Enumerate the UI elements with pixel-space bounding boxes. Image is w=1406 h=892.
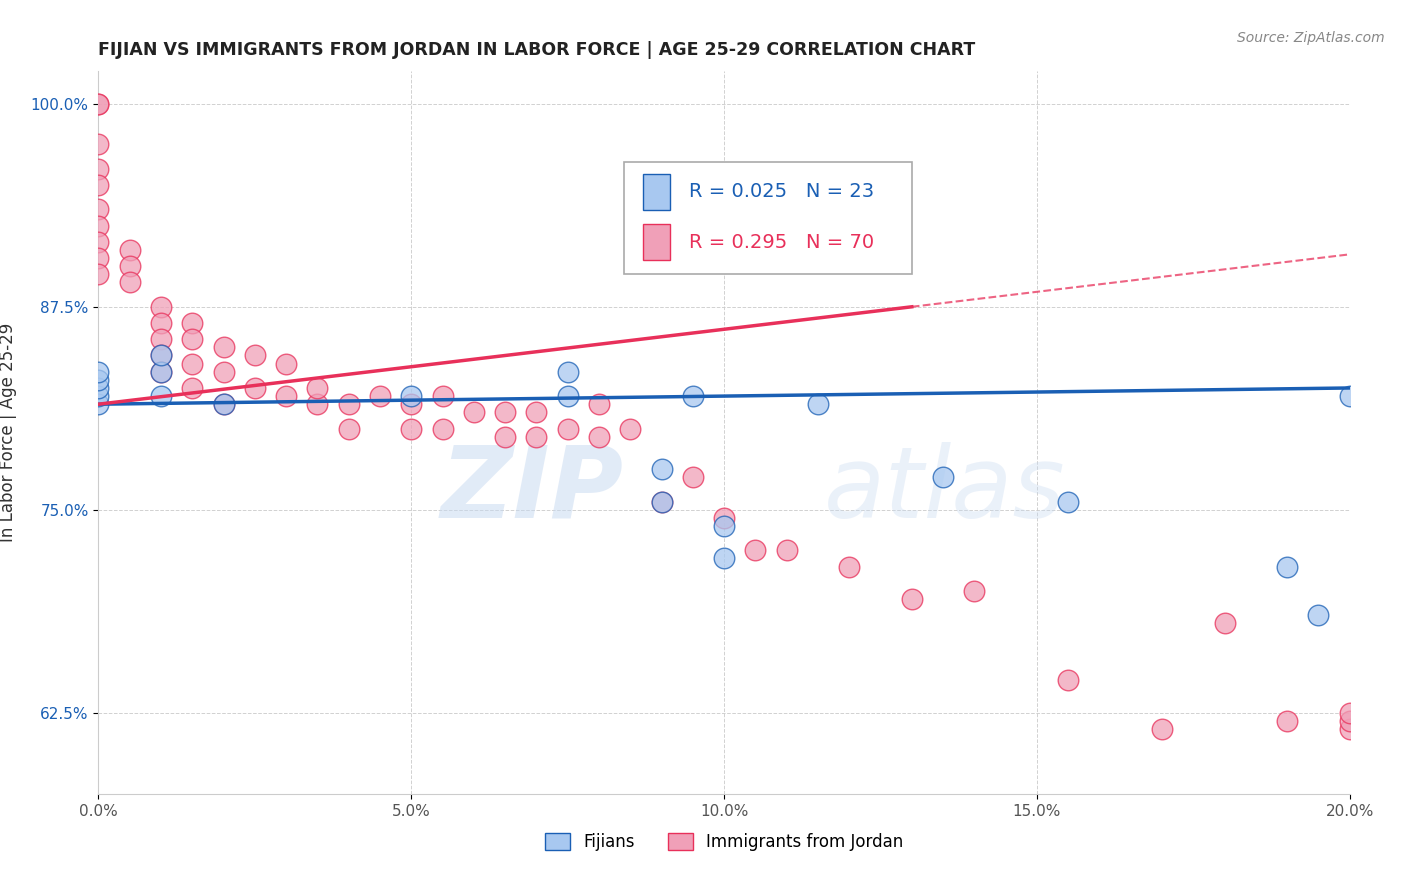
Point: [401, 397, 423, 411]
Point: [243, 381, 266, 395]
Point: [557, 389, 579, 403]
Point: [87, 202, 110, 217]
Point: [212, 397, 235, 411]
FancyBboxPatch shape: [624, 161, 911, 274]
Legend: Fijians, Immigrants from Jordan: Fijians, Immigrants from Jordan: [538, 826, 910, 858]
Text: R = 0.025   N = 23: R = 0.025 N = 23: [689, 182, 875, 202]
Point: [150, 316, 173, 330]
Point: [368, 389, 391, 403]
Bar: [643, 225, 671, 260]
Point: [212, 397, 235, 411]
Point: [1152, 722, 1174, 736]
Point: [87, 96, 110, 111]
Point: [337, 421, 360, 435]
Point: [1339, 722, 1361, 736]
Point: [87, 178, 110, 192]
Point: [87, 373, 110, 387]
Point: [432, 421, 454, 435]
Point: [494, 430, 516, 444]
Point: [212, 365, 235, 379]
Point: [526, 405, 548, 419]
Text: R = 0.295   N = 70: R = 0.295 N = 70: [689, 233, 875, 252]
Point: [150, 365, 173, 379]
Point: [87, 96, 110, 111]
Point: [118, 243, 141, 257]
Point: [307, 381, 329, 395]
Point: [494, 405, 516, 419]
Point: [463, 405, 485, 419]
Point: [118, 276, 141, 290]
Point: [713, 551, 735, 566]
Point: [87, 389, 110, 403]
Point: [650, 494, 672, 508]
Point: [1339, 389, 1361, 403]
Point: [212, 340, 235, 354]
Point: [682, 470, 704, 484]
Point: [588, 430, 610, 444]
Bar: [643, 174, 671, 210]
Point: [87, 251, 110, 265]
Point: [963, 583, 986, 598]
Point: [807, 397, 830, 411]
Point: [87, 219, 110, 233]
Point: [526, 430, 548, 444]
Text: ZIP: ZIP: [441, 442, 624, 539]
Point: [776, 543, 799, 558]
Text: FIJIAN VS IMMIGRANTS FROM JORDAN IN LABOR FORCE | AGE 25-29 CORRELATION CHART: FIJIAN VS IMMIGRANTS FROM JORDAN IN LABO…: [98, 41, 976, 59]
Point: [181, 332, 204, 346]
Text: Source: ZipAtlas.com: Source: ZipAtlas.com: [1237, 31, 1385, 45]
Point: [150, 389, 173, 403]
Point: [87, 235, 110, 249]
Point: [557, 365, 579, 379]
Point: [588, 397, 610, 411]
Point: [87, 161, 110, 176]
Text: atlas: atlas: [824, 442, 1066, 539]
Point: [150, 349, 173, 363]
Point: [713, 519, 735, 533]
Point: [619, 421, 641, 435]
Point: [401, 389, 423, 403]
Point: [932, 470, 955, 484]
Point: [274, 357, 298, 371]
Point: [307, 397, 329, 411]
Point: [150, 365, 173, 379]
Point: [1057, 673, 1080, 688]
Point: [87, 397, 110, 411]
Point: [181, 381, 204, 395]
Point: [557, 421, 579, 435]
Point: [650, 494, 672, 508]
Point: [1277, 714, 1299, 728]
Point: [150, 349, 173, 363]
Point: [87, 268, 110, 282]
Point: [118, 259, 141, 273]
Point: [838, 559, 860, 574]
Point: [432, 389, 454, 403]
Point: [337, 397, 360, 411]
Point: [1308, 608, 1330, 623]
Point: [1213, 616, 1236, 631]
Point: [900, 592, 922, 607]
Point: [713, 511, 735, 525]
Point: [181, 357, 204, 371]
Point: [650, 462, 672, 476]
Point: [87, 365, 110, 379]
Point: [401, 421, 423, 435]
Point: [1339, 706, 1361, 720]
Y-axis label: In Labor Force | Age 25-29: In Labor Force | Age 25-29: [0, 323, 17, 542]
Point: [744, 543, 766, 558]
Point: [87, 381, 110, 395]
Point: [87, 137, 110, 152]
Point: [682, 389, 704, 403]
Point: [181, 316, 204, 330]
Point: [1277, 559, 1299, 574]
Point: [243, 349, 266, 363]
Point: [1339, 714, 1361, 728]
Point: [1057, 494, 1080, 508]
Point: [274, 389, 298, 403]
Point: [150, 300, 173, 314]
Point: [150, 332, 173, 346]
